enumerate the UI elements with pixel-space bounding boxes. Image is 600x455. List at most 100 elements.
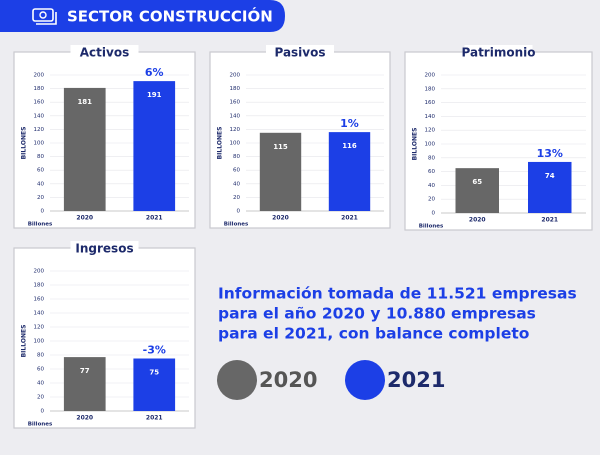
y-tick-label: 120	[425, 128, 436, 134]
bar	[528, 161, 572, 213]
legend-label: 2020	[259, 368, 317, 392]
bar	[133, 358, 176, 411]
y-axis-label: BILLONES	[412, 128, 419, 161]
chart-panel: 0 20 40 60 80 100 120 140 160 180 200 BILLONES Billo…	[13, 45, 196, 229]
change-annotation: 1%	[340, 117, 359, 130]
unit-label: Billones	[28, 422, 53, 428]
x-tick-label: 2020	[76, 215, 93, 222]
y-tick-label: 180	[425, 86, 436, 92]
y-tick-label: 60	[37, 367, 44, 373]
change-annotation: 6%	[145, 66, 164, 79]
value-label: 191	[147, 91, 162, 99]
chart-title: Activos	[80, 46, 129, 60]
y-tick-label: 60	[233, 168, 240, 174]
y-tick-label: 160	[230, 100, 241, 106]
bar	[455, 168, 499, 213]
value-label: 181	[77, 98, 92, 106]
bar	[133, 81, 176, 212]
x-tick-label: 2021	[541, 217, 558, 224]
y-tick-label: 0	[41, 209, 45, 215]
unit-label: Billones	[28, 222, 53, 228]
y-tick-label: 0	[41, 409, 45, 415]
value-label: 116	[342, 142, 357, 150]
chart-title: Patrimonio	[462, 46, 536, 60]
y-tick-label: 180	[34, 86, 45, 92]
y-tick-label: 200	[34, 269, 45, 275]
y-tick-label: 60	[428, 169, 435, 175]
x-tick-label: 2020	[272, 215, 289, 222]
y-tick-label: 40	[428, 183, 435, 189]
change-annotation: 13%	[537, 147, 563, 160]
y-tick-label: 80	[37, 154, 44, 160]
value-label: 65	[472, 178, 482, 186]
info-text: Información tomada de 11.521 empresas	[218, 285, 577, 303]
x-tick-label: 2021	[146, 215, 163, 222]
y-tick-label: 200	[34, 73, 45, 79]
y-tick-label: 80	[233, 154, 240, 160]
y-tick-label: 140	[425, 114, 436, 120]
y-tick-label: 100	[34, 339, 45, 345]
header-title: SECTOR CONSTRUCCIÓN	[67, 7, 273, 26]
y-tick-label: 140	[34, 113, 45, 119]
bar	[63, 87, 106, 211]
unit-label: Billones	[419, 224, 444, 230]
y-tick-label: 120	[34, 127, 45, 133]
y-tick-label: 0	[237, 209, 241, 215]
y-tick-label: 100	[425, 142, 436, 148]
bar	[259, 132, 302, 211]
y-tick-label: 200	[425, 73, 436, 79]
value-label: 77	[80, 367, 90, 375]
y-tick-label: 180	[230, 86, 241, 92]
x-tick-label: 2021	[341, 215, 358, 222]
y-tick-label: 20	[37, 195, 44, 201]
y-tick-label: 120	[230, 127, 241, 133]
value-label: 74	[545, 172, 555, 180]
title-backdrop	[266, 45, 334, 59]
y-tick-label: 180	[34, 283, 45, 289]
y-tick-label: 140	[34, 311, 45, 317]
title-backdrop	[70, 45, 139, 59]
y-tick-label: 40	[37, 181, 44, 187]
y-tick-label: 100	[230, 141, 241, 147]
info-text: para el año 2020 y 10.880 empresas	[218, 305, 536, 323]
bar	[63, 357, 106, 411]
chart-title: Pasivos	[274, 46, 325, 60]
y-tick-label: 20	[428, 197, 435, 203]
y-axis-label: BILLONES	[21, 127, 28, 160]
y-tick-label: 20	[37, 395, 44, 401]
value-label: 115	[273, 143, 288, 151]
y-axis-label: BILLONES	[217, 127, 224, 160]
x-tick-label: 2020	[76, 415, 93, 422]
y-tick-label: 140	[230, 113, 241, 119]
title-backdrop	[464, 45, 533, 59]
y-tick-label: 120	[34, 325, 45, 331]
legend-label: 2021	[387, 368, 445, 392]
x-tick-label: 2020	[469, 217, 486, 224]
legend-swatch	[217, 360, 257, 400]
y-tick-label: 40	[37, 381, 44, 387]
chart-panel: 0 20 40 60 80 100 120 140 160 180 200 BILLONES Billo…	[404, 45, 593, 231]
y-tick-label: 160	[425, 100, 436, 106]
value-label: 75	[149, 369, 159, 377]
info-text: para el 2021, con balance completo	[218, 325, 529, 343]
y-tick-label: 60	[37, 168, 44, 174]
header-banner	[0, 0, 285, 32]
change-annotation: -3%	[143, 344, 166, 357]
y-tick-label: 160	[34, 297, 45, 303]
y-tick-label: 40	[233, 181, 240, 187]
x-tick-label: 2021	[146, 415, 163, 422]
bar	[328, 132, 371, 211]
y-tick-label: 80	[428, 155, 435, 161]
y-tick-label: 0	[432, 211, 436, 217]
legend-swatch	[345, 360, 385, 400]
chart-panel: 0 20 40 60 80 100 120 140 160 180 200 BILLONES Billo…	[209, 45, 391, 229]
y-tick-label: 100	[34, 141, 45, 147]
y-tick-label: 160	[34, 100, 45, 106]
unit-label: Billones	[224, 222, 249, 228]
money-icon	[32, 8, 57, 25]
y-tick-label: 200	[230, 73, 241, 79]
y-tick-label: 20	[233, 195, 240, 201]
y-tick-label: 80	[37, 353, 44, 359]
title-backdrop	[70, 241, 139, 255]
